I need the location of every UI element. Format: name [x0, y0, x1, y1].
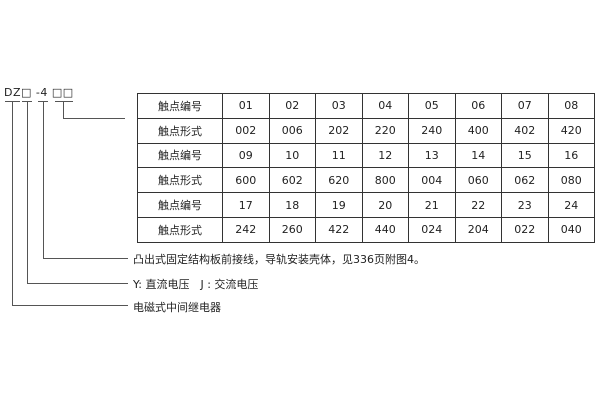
- table-cell: 024: [408, 216, 456, 243]
- note-voltage: Y: 直流电压 J : 交流电压: [133, 278, 259, 291]
- table-cell: 620: [315, 167, 363, 194]
- table-cell: 22: [454, 192, 502, 218]
- table-cell: 13: [408, 142, 456, 169]
- table-cell: 060: [454, 167, 502, 194]
- row-label: 触点编号: [137, 192, 223, 218]
- table-cell: 062: [501, 167, 549, 194]
- table-cell: 21: [408, 192, 456, 218]
- leader-4: [43, 101, 44, 259]
- table-cell: 01: [222, 93, 270, 119]
- note-type: 电磁式中间继电器: [133, 301, 221, 314]
- table-cell: 202: [315, 117, 363, 144]
- table-cell: 10: [268, 142, 316, 169]
- leader-voltage: [27, 101, 28, 284]
- table-cell: 002: [222, 117, 270, 144]
- row-label: 触点形式: [137, 216, 223, 243]
- table-cell: 602: [268, 167, 316, 194]
- table-cell: 422: [315, 216, 363, 243]
- table-cell: 600: [222, 167, 270, 194]
- table-cell: 19: [315, 192, 363, 218]
- table-cell: 02: [268, 93, 316, 119]
- leader-contact-underline: [55, 101, 73, 102]
- table-cell: 242: [222, 216, 270, 243]
- table-cell: 402: [501, 117, 549, 144]
- table-cell: 07: [501, 93, 549, 119]
- table-row: 触点编号 01 02 03 04 05 06 07 08: [137, 93, 595, 119]
- table-cell: 23: [501, 192, 549, 218]
- table-row: 触点形式 600 602 620 800 004 060 062 080: [137, 167, 595, 194]
- table-cell: 04: [361, 93, 409, 119]
- table-cell: 022: [501, 216, 549, 243]
- table-cell: 08: [547, 93, 595, 119]
- table-cell: 05: [408, 93, 456, 119]
- table-cell: 11: [315, 142, 363, 169]
- table-row: 触点编号 17 18 19 20 21 22 23 24: [137, 192, 595, 218]
- table-cell: 400: [454, 117, 502, 144]
- table-cell: 204: [454, 216, 502, 243]
- leader-dz: [12, 101, 13, 306]
- table-cell: 03: [315, 93, 363, 119]
- table-cell: 420: [547, 117, 595, 144]
- table-cell: 15: [501, 142, 549, 169]
- table-cell: 17: [222, 192, 270, 218]
- table-cell: 09: [222, 142, 270, 169]
- leader-dz-h: [12, 305, 128, 306]
- table-cell: 20: [361, 192, 409, 218]
- leader-4-h: [43, 258, 128, 259]
- table-cell: 080: [547, 167, 595, 194]
- table-cell: 240: [408, 117, 456, 144]
- table-cell: 800: [361, 167, 409, 194]
- leader-contact: [63, 101, 64, 118]
- table-row: 触点形式 002 006 202 220 240 400 402 420: [137, 117, 595, 144]
- contact-table: 触点编号 01 02 03 04 05 06 07 08 触点形式 002 006 202 220 240 4…: [137, 93, 595, 243]
- note-mounting: 凸出式固定结构板前接线，导轨安装壳体，见336页附图4。: [133, 253, 425, 266]
- table-cell: 220: [361, 117, 409, 144]
- row-label: 触点编号: [137, 93, 223, 119]
- table-row: 触点编号 09 10 11 12 13 14 15 16: [137, 142, 595, 169]
- table-cell: 004: [408, 167, 456, 194]
- leader-contact-h: [63, 118, 125, 119]
- table-cell: 12: [361, 142, 409, 169]
- table-cell: 040: [547, 216, 595, 243]
- table-cell: 18: [268, 192, 316, 218]
- table-cell: 24: [547, 192, 595, 218]
- table-cell: 260: [268, 216, 316, 243]
- row-label: 触点编号: [137, 142, 223, 169]
- table-cell: 14: [454, 142, 502, 169]
- row-label: 触点形式: [137, 167, 223, 194]
- table-cell: 440: [361, 216, 409, 243]
- row-label: 触点形式: [137, 117, 223, 144]
- model-code: DZ□ -4 □□: [4, 86, 74, 99]
- table-row: 触点形式 242 260 422 440 024 204 022 040: [137, 216, 595, 243]
- table-cell: 006: [268, 117, 316, 144]
- table-cell: 06: [454, 93, 502, 119]
- table-cell: 16: [547, 142, 595, 169]
- leader-voltage-h: [27, 283, 128, 284]
